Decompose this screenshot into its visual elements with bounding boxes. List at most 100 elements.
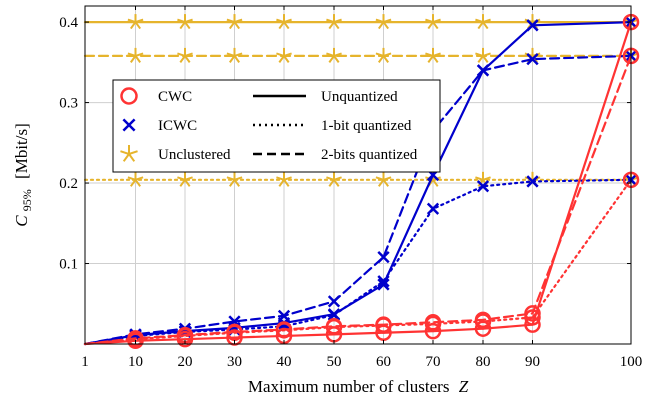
cwc-marker — [375, 316, 392, 333]
plot-frame — [84, 5, 632, 345]
star-arm — [184, 52, 193, 57]
unclustered-marker — [226, 47, 243, 63]
x-axis-title-text: Maximum number of clusters — [248, 377, 450, 396]
star-arm — [383, 176, 392, 181]
star-arm — [134, 21, 142, 30]
star-arm — [328, 21, 335, 30]
unclustered-marker — [127, 171, 144, 187]
x-tick-label: 50 — [327, 354, 342, 370]
unclustered-marker — [475, 47, 491, 63]
star-arm — [278, 179, 285, 187]
star-arm — [333, 55, 340, 63]
legend-label-dotted: 1-bit quantized — [321, 118, 412, 134]
star-arm — [276, 52, 285, 57]
star-arm — [425, 52, 434, 57]
unclustered-marker — [375, 47, 392, 63]
unclustered-marker — [375, 171, 392, 187]
cwc-marker — [474, 311, 492, 329]
star-arm — [326, 52, 335, 57]
cwc-marker — [424, 314, 442, 331]
star-arm — [432, 55, 439, 63]
series-unclustered-dotted — [83, 171, 639, 187]
star-arm — [179, 21, 186, 30]
star-arm — [375, 176, 384, 181]
star-arm — [234, 176, 243, 181]
series-layer — [83, 13, 640, 350]
star-arm — [134, 179, 142, 187]
unclustered-marker — [127, 14, 144, 30]
x-tick-label: 80 — [476, 354, 491, 370]
y-axis-title-main: C — [12, 215, 31, 227]
star-arm — [228, 179, 236, 187]
star-arm — [184, 18, 193, 24]
star-arm — [234, 18, 243, 24]
star-arm — [276, 18, 285, 24]
star-arm — [122, 153, 130, 162]
star-arm — [432, 21, 439, 30]
star-arm — [382, 179, 390, 187]
cwc-marker — [325, 318, 343, 335]
unclustered-marker — [177, 171, 193, 187]
unclustered-marker — [475, 14, 491, 30]
y-tick-label: 0.4 — [59, 15, 78, 31]
star-arm — [482, 52, 491, 57]
legend-label-unclustered: Unclustered — [158, 147, 231, 163]
unclustered-marker — [326, 14, 342, 30]
star-arm — [177, 18, 186, 24]
cwc-marker — [524, 305, 541, 322]
x-tick-label: 90 — [525, 354, 540, 370]
x-axis-title-var: Z — [459, 377, 469, 396]
star-arm — [475, 18, 484, 24]
legend: CWC ICWC Unclustered Unquantized 1-bit quant… — [112, 79, 441, 173]
star-arm — [477, 55, 484, 63]
star-arm — [326, 176, 335, 181]
star-arm — [432, 179, 439, 187]
x-tick-label: 1 — [81, 354, 89, 370]
series-cwc-dotted — [83, 171, 640, 348]
star-arm — [375, 18, 384, 24]
star-arm — [134, 55, 142, 63]
star-arm — [233, 55, 241, 63]
star-arm — [234, 52, 243, 57]
unclustered-marker — [276, 171, 292, 187]
star-arm — [425, 18, 434, 24]
y-tick-label: 0.3 — [59, 96, 78, 112]
y-tick-label: 0.1 — [59, 257, 78, 273]
series-unclustered-dashed — [83, 47, 639, 63]
unclustered-marker — [375, 14, 392, 30]
star-arm — [377, 179, 385, 187]
y-axis-title-unit: [Mbit/s] — [12, 123, 31, 179]
star-arm — [383, 18, 392, 24]
star-arm — [228, 55, 236, 63]
series-line — [83, 178, 633, 346]
star-arm — [427, 21, 434, 30]
legend-label-solid: Unquantized — [321, 89, 398, 105]
x-tick-label: 70 — [426, 354, 441, 370]
star-arm — [328, 55, 335, 63]
star-arm — [283, 21, 290, 30]
unclustered-marker — [425, 14, 441, 30]
icwc-marker — [526, 175, 539, 188]
star-arm — [184, 55, 191, 63]
cwc-marker — [226, 323, 243, 341]
cwc-marker — [226, 329, 243, 346]
star-arm — [432, 52, 441, 57]
star-arm — [226, 176, 235, 181]
icwc-marker — [476, 180, 490, 193]
star-arm — [135, 176, 144, 181]
star-arm — [184, 179, 191, 187]
star-arm — [127, 18, 136, 24]
y-axis-title: C 95% [Mbit/s] — [12, 123, 35, 227]
unclustered-marker — [276, 47, 292, 63]
icwc-marker — [327, 308, 341, 322]
unclustered-marker — [177, 47, 193, 63]
star-arm — [326, 18, 335, 24]
star-arm — [226, 18, 235, 24]
star-arm — [482, 18, 491, 24]
legend-label-cwc: CWC — [158, 89, 192, 105]
icwc-marker — [122, 118, 136, 132]
star-arm — [179, 179, 186, 187]
unclustered-marker — [226, 171, 243, 187]
star-arm — [120, 150, 130, 155]
x-tick-label: 30 — [227, 354, 242, 370]
